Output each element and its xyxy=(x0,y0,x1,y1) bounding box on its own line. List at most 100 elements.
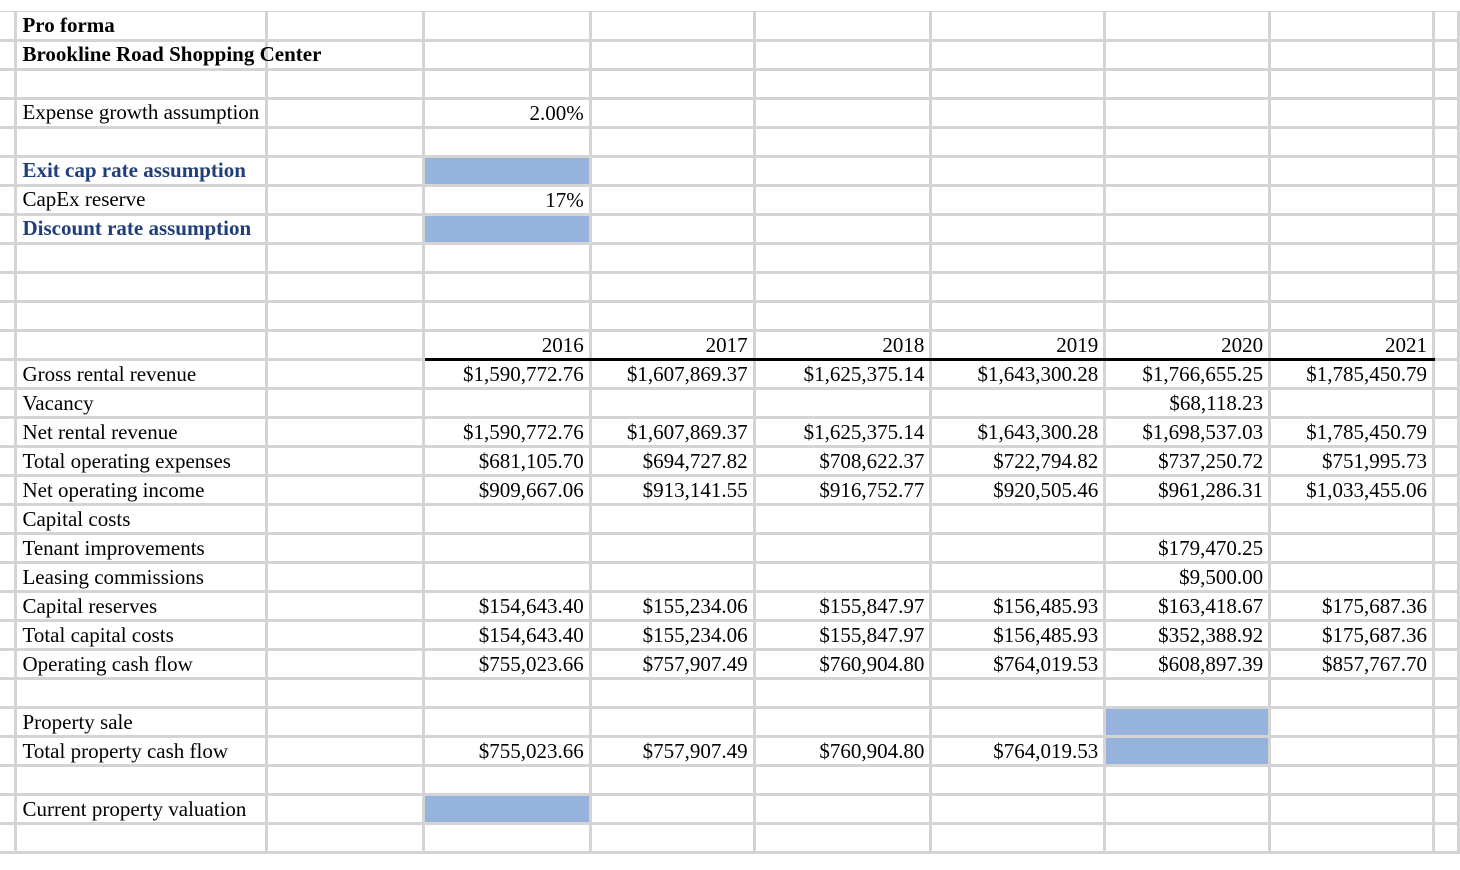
cell[interactable] xyxy=(266,156,425,187)
cell[interactable] xyxy=(1433,707,1460,738)
value-cell[interactable] xyxy=(754,388,933,419)
cell[interactable] xyxy=(930,40,1107,71)
cell[interactable] xyxy=(930,243,1107,274)
cell[interactable] xyxy=(423,272,592,303)
cell[interactable] xyxy=(930,272,1107,303)
cell[interactable] xyxy=(1104,185,1272,216)
cell[interactable] xyxy=(754,40,933,71)
cell[interactable] xyxy=(1104,127,1272,158)
cell[interactable] xyxy=(423,127,592,158)
expense-growth-value[interactable]: 2.00% xyxy=(423,98,592,129)
cell[interactable] xyxy=(15,69,269,100)
cell[interactable] xyxy=(0,243,18,274)
cell[interactable] xyxy=(1433,243,1460,274)
cell[interactable] xyxy=(0,649,18,680)
cell[interactable] xyxy=(590,11,756,42)
cell[interactable] xyxy=(1104,156,1272,187)
cell[interactable] xyxy=(266,562,425,593)
row-label[interactable]: Property sale xyxy=(15,707,269,738)
cell[interactable] xyxy=(0,330,18,361)
value-cell[interactable]: $920,505.46 xyxy=(930,475,1107,506)
cell[interactable] xyxy=(266,794,425,825)
value-cell[interactable] xyxy=(590,707,756,738)
value-cell[interactable] xyxy=(754,533,933,564)
cell[interactable] xyxy=(1433,794,1460,825)
cell[interactable] xyxy=(1433,185,1460,216)
cell[interactable] xyxy=(1433,388,1460,419)
value-cell[interactable]: $1,625,375.14 xyxy=(754,359,933,390)
cell[interactable] xyxy=(1433,11,1460,42)
row-label[interactable]: Total property cash flow xyxy=(15,736,269,767)
cell[interactable] xyxy=(930,214,1107,245)
cell[interactable] xyxy=(15,823,269,854)
value-cell[interactable] xyxy=(754,707,933,738)
value-cell[interactable]: $156,485.93 xyxy=(930,591,1107,622)
row-label[interactable]: Capital reserves xyxy=(15,591,269,622)
value-cell[interactable]: $1,643,300.28 xyxy=(930,417,1107,448)
cell[interactable] xyxy=(1104,98,1272,129)
value-cell[interactable]: $1,785,450.79 xyxy=(1269,417,1435,448)
cell[interactable] xyxy=(1104,301,1272,332)
value-cell[interactable]: $1,625,375.14 xyxy=(754,417,933,448)
cell[interactable] xyxy=(0,823,18,854)
value-cell[interactable]: $1,698,537.03 xyxy=(1104,417,1272,448)
capex-reserve-value[interactable]: 17% xyxy=(423,185,592,216)
cell[interactable] xyxy=(930,11,1107,42)
row-label[interactable]: Operating cash flow xyxy=(15,649,269,680)
cell[interactable] xyxy=(590,214,756,245)
cell[interactable] xyxy=(930,156,1107,187)
cell[interactable] xyxy=(1433,156,1460,187)
cell[interactable] xyxy=(754,678,933,709)
value-cell[interactable] xyxy=(423,388,592,419)
cell[interactable] xyxy=(0,678,18,709)
value-cell[interactable]: $1,643,300.28 xyxy=(930,359,1107,390)
cell[interactable] xyxy=(1269,272,1435,303)
cell[interactable] xyxy=(930,765,1107,796)
cell[interactable] xyxy=(590,823,756,854)
value-cell[interactable]: $155,234.06 xyxy=(590,591,756,622)
cell[interactable] xyxy=(1104,678,1272,709)
cell[interactable] xyxy=(1104,823,1272,854)
cell[interactable] xyxy=(1269,678,1435,709)
value-cell[interactable]: $175,687.36 xyxy=(1269,591,1435,622)
value-cell[interactable]: $694,727.82 xyxy=(590,446,756,477)
value-cell[interactable] xyxy=(590,504,756,535)
cell[interactable] xyxy=(15,765,269,796)
cell[interactable] xyxy=(266,359,425,390)
current-valuation-input[interactable] xyxy=(423,794,592,825)
value-cell[interactable]: $154,643.40 xyxy=(423,591,592,622)
cell[interactable] xyxy=(0,40,18,71)
value-cell[interactable] xyxy=(1269,504,1435,535)
cell[interactable] xyxy=(266,11,425,42)
cell[interactable] xyxy=(266,272,425,303)
cell[interactable] xyxy=(590,243,756,274)
value-cell[interactable]: $722,794.82 xyxy=(930,446,1107,477)
cell[interactable] xyxy=(0,562,18,593)
value-cell[interactable] xyxy=(423,504,592,535)
value-cell[interactable]: $68,118.23 xyxy=(1104,388,1272,419)
cell[interactable] xyxy=(1433,359,1460,390)
cell[interactable] xyxy=(590,98,756,129)
subtitle-cell[interactable]: Brookline Road Shopping Center xyxy=(15,40,321,71)
cell[interactable] xyxy=(1269,301,1435,332)
cell[interactable] xyxy=(1269,823,1435,854)
cell[interactable] xyxy=(590,272,756,303)
cell[interactable] xyxy=(0,69,18,100)
value-cell[interactable] xyxy=(1269,736,1435,767)
cell[interactable] xyxy=(1433,562,1460,593)
value-cell[interactable]: $156,485.93 xyxy=(930,620,1107,651)
cell[interactable] xyxy=(423,40,592,71)
cell[interactable] xyxy=(266,620,425,651)
cell[interactable] xyxy=(0,446,18,477)
value-cell[interactable]: $1,590,772.76 xyxy=(423,417,592,448)
value-cell[interactable]: $155,234.06 xyxy=(590,620,756,651)
value-cell[interactable] xyxy=(590,388,756,419)
row-label[interactable]: Gross rental revenue xyxy=(15,359,269,390)
cell[interactable] xyxy=(0,214,18,245)
row-label[interactable]: Current property valuation xyxy=(15,794,269,825)
cell[interactable] xyxy=(0,504,18,535)
cell[interactable] xyxy=(0,272,18,303)
year-header[interactable]: 2018 xyxy=(754,330,933,361)
cell[interactable] xyxy=(266,69,425,100)
cell[interactable] xyxy=(266,214,425,245)
